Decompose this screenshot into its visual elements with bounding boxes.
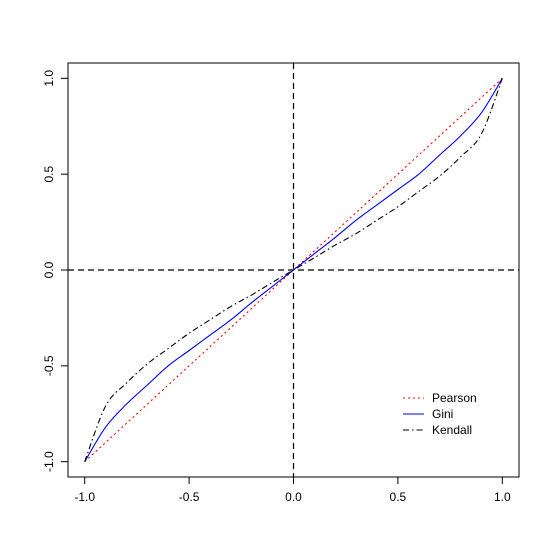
y-tick-label: -1.0: [42, 451, 56, 472]
y-tick-label: 1.0: [42, 70, 56, 87]
x-axis: -1.0 -0.5 0.0 0.5 1.0: [74, 476, 511, 504]
x-tick-label: -0.5: [179, 490, 200, 504]
legend-label-kendall: Kendall: [432, 423, 472, 437]
x-tick-label: 0.0: [285, 490, 302, 504]
x-tick-label: 1.0: [494, 490, 511, 504]
series-lines: [84, 77, 503, 463]
y-tick-label: 0.0: [42, 261, 56, 278]
legend-label-gini: Gini: [432, 407, 453, 421]
x-tick-label: -1.0: [74, 490, 95, 504]
legend-label-pearson: Pearson: [432, 391, 477, 405]
series-line-kendall: [84, 78, 503, 462]
y-tick-label: 0.5: [42, 166, 56, 183]
y-axis: -1.0 -0.5 0.0 0.5 1.0: [42, 70, 69, 472]
y-tick-label: -0.5: [42, 355, 56, 376]
legend: Pearson Gini Kendall: [403, 391, 477, 437]
x-tick-label: 0.5: [390, 490, 407, 504]
